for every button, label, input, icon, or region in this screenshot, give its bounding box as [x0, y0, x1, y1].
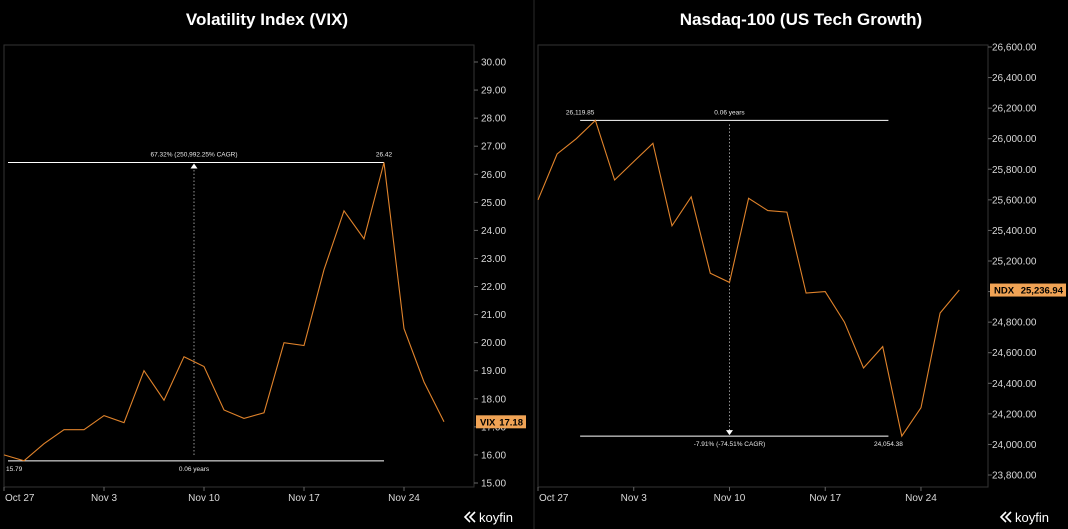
measure-tool: 67.32% (250,992.25% CAGR) 0.06 years 26.42…	[6, 151, 393, 472]
measure-tool: 0.06 years -7.91% (-74.51% CAGR) 26,119.85…	[566, 109, 903, 448]
plot-area	[537, 44, 989, 488]
badge-value: 25,236.94	[1021, 286, 1064, 297]
x-tick-label: Nov 3	[91, 493, 118, 504]
y-tick-label: 20.00	[481, 338, 506, 349]
measure-arrow-icon	[725, 430, 733, 436]
chart-title: Nasdaq-100 (US Tech Growth)	[680, 10, 922, 29]
y-tick-label: 22.00	[481, 282, 506, 293]
brand-name: koyfin	[1015, 510, 1049, 525]
last-value-badge-bg	[990, 283, 1066, 297]
y-axis: 15.0016.0017.0018.0019.0020.0021.0022.00…	[474, 58, 506, 490]
plot-area	[3, 44, 475, 488]
x-tick-label: Oct 27	[5, 493, 35, 504]
y-tick-label: 23,800.00	[992, 471, 1037, 482]
y-tick-label: 21.00	[481, 310, 506, 321]
y-tick-label: 26,200.00	[992, 104, 1037, 115]
badge-ticker: NDX	[994, 286, 1015, 297]
y-tick-label: 26,400.00	[992, 73, 1037, 84]
ndx-series-line	[537, 119, 960, 438]
y-tick-label: 26,000.00	[992, 134, 1037, 145]
x-tick-label: Nov 10	[714, 493, 746, 504]
y-tick-label: 25,400.00	[992, 226, 1037, 237]
measure-low-label: 15.79	[6, 466, 23, 473]
y-tick-label: 24,200.00	[992, 409, 1037, 420]
brand-logo: koyfin	[999, 510, 1049, 525]
y-tick-label: 16.00	[481, 450, 506, 461]
y-tick-label: 15.00	[481, 479, 506, 490]
y-tick-label: 24,400.00	[992, 379, 1037, 390]
measure-top-label: 67.32% (250,992.25% CAGR)	[150, 151, 237, 158]
badge-value: 17.18	[499, 417, 523, 428]
x-axis: Oct 27 Nov 3 Nov 10 Nov 17 Nov 24	[3, 487, 420, 504]
measure-bottom-label: 0.06 years	[179, 466, 210, 473]
y-tick-label: 24,600.00	[992, 348, 1037, 359]
vix-panel: Volatility Index (VIX) 15.0016.0017.0018…	[3, 10, 526, 525]
y-tick-label: 29.00	[481, 86, 506, 97]
badge-ticker: VIX	[480, 417, 496, 428]
y-axis: 23,800.00 24,000.00 24,200.00 24,400.00 24,6…	[988, 43, 1037, 482]
koyfin-logo-icon	[463, 511, 476, 523]
y-tick-label: 24.00	[481, 226, 506, 237]
measure-bottom-label: -7.91% (-74.51% CAGR)	[694, 441, 766, 448]
y-tick-label: 25.00	[481, 198, 506, 209]
measure-high-label: 26.42	[376, 151, 393, 158]
x-tick-label: Oct 27	[539, 493, 569, 504]
x-tick-label: Nov 10	[188, 493, 220, 504]
y-tick-label: 24,000.00	[992, 440, 1037, 451]
y-tick-label: 26,600.00	[992, 43, 1037, 54]
last-value-badge: VIX 17.18	[476, 415, 526, 429]
chart-title: Volatility Index (VIX)	[186, 10, 348, 29]
measure-low-label: 24,054.38	[874, 441, 903, 448]
y-tick-label: 26.00	[481, 170, 506, 181]
koyfin-logo-icon	[999, 511, 1012, 523]
y-tick-label: 27.00	[481, 142, 506, 153]
y-tick-label: 25,600.00	[992, 195, 1037, 206]
last-value-badge-bg	[476, 415, 526, 429]
measure-arrow-icon	[190, 163, 198, 169]
vix-series-line	[3, 162, 445, 462]
x-tick-label: Nov 3	[621, 493, 648, 504]
y-tick-label: 28.00	[481, 114, 506, 125]
y-tick-label: 30.00	[481, 58, 506, 69]
y-tick-label: 24,800.00	[992, 318, 1037, 329]
brand-name: koyfin	[479, 510, 513, 525]
y-tick-label: 18.00	[481, 394, 506, 405]
brand-logo: koyfin	[463, 510, 513, 525]
last-value-badge: NDX 25,236.94	[990, 283, 1066, 297]
x-tick-label: Nov 24	[905, 493, 937, 504]
x-tick-label: Nov 24	[388, 493, 420, 504]
measure-top-label: 0.06 years	[714, 109, 745, 116]
x-tick-label: Nov 17	[809, 493, 841, 504]
ndx-panel: Nasdaq-100 (US Tech Growth) 23,800.00 24,…	[537, 10, 1066, 525]
y-tick-label: 25,800.00	[992, 165, 1037, 176]
measure-high-label: 26,119.85	[566, 109, 595, 116]
y-tick-label: 25,200.00	[992, 257, 1037, 268]
x-tick-label: Nov 17	[288, 493, 320, 504]
y-tick-label: 23.00	[481, 254, 506, 265]
x-axis: Oct 27 Nov 3 Nov 10 Nov 17 Nov 24	[537, 487, 937, 504]
y-tick-label: 19.00	[481, 366, 506, 377]
